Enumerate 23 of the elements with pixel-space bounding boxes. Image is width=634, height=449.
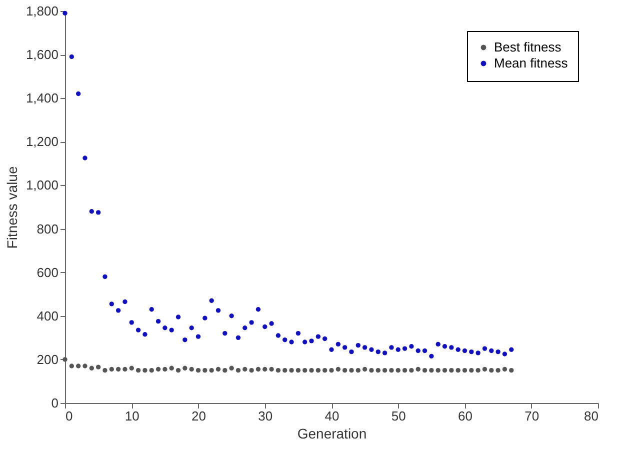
x-tick-label: 10 xyxy=(124,408,140,424)
x-tick-label: 0 xyxy=(66,408,73,424)
y-tick-label: 1,200 xyxy=(26,134,58,150)
y-tick-label: 0 xyxy=(51,396,58,410)
y-tick-label: 800 xyxy=(36,221,58,236)
x-axis-title: Generation xyxy=(297,426,367,442)
y-tick-label: 1,000 xyxy=(26,178,58,193)
y-tick-label: 1,800 xyxy=(26,4,58,18)
x-tick-label: 60 xyxy=(458,408,472,424)
x-tick-label: 30 xyxy=(258,408,273,424)
x-tick-label: 40 xyxy=(324,408,340,424)
x-tick-label: 70 xyxy=(524,408,540,424)
x-tick-label: 80 xyxy=(584,408,598,424)
y-tick-label: 1,400 xyxy=(26,90,58,106)
x-tick-label: 50 xyxy=(391,408,406,424)
x-tick-label: 20 xyxy=(192,408,206,424)
legend-label: Mean fitness xyxy=(494,56,568,70)
y-tick-label: 200 xyxy=(36,352,58,367)
y-tick-label: 600 xyxy=(36,264,58,280)
y-tick-label: 1,600 xyxy=(26,47,58,62)
y-axis-title: Fitness value xyxy=(4,166,20,249)
legend-label: Best fitness xyxy=(494,40,562,54)
y-tick-label: 400 xyxy=(36,308,58,324)
